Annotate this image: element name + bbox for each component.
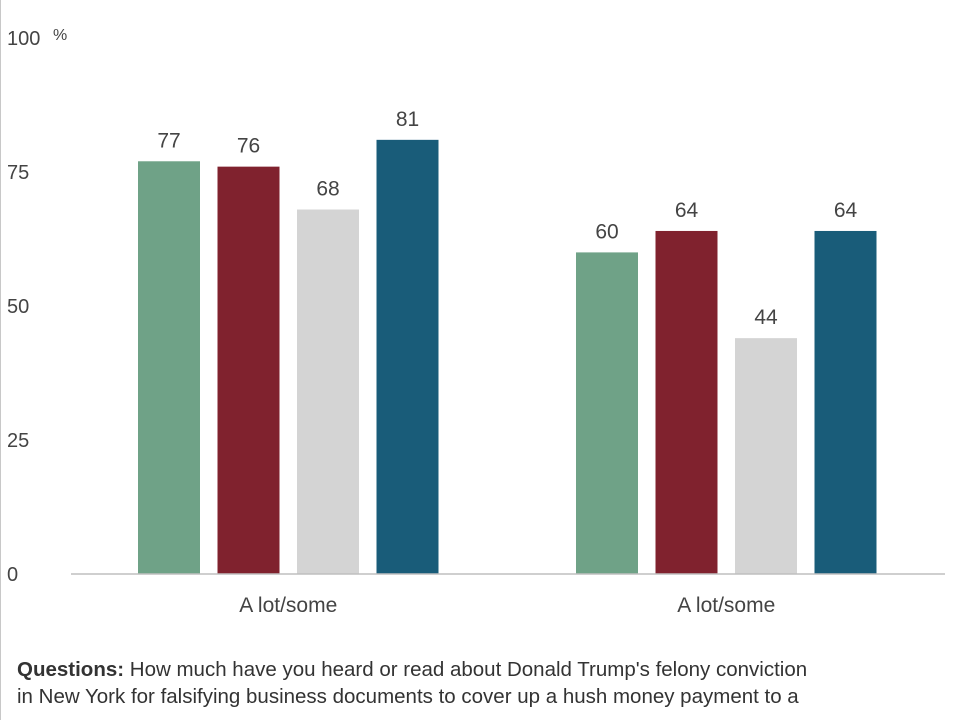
data-label: 44 — [754, 306, 778, 329]
bars — [138, 139, 877, 574]
data-label: 77 — [157, 129, 180, 152]
bar — [735, 338, 797, 574]
bar — [297, 209, 359, 574]
data-label: 68 — [316, 178, 339, 201]
bar — [814, 230, 877, 574]
y-tick-label: 100 — [7, 28, 40, 50]
data-labels: 77 60 76 64 68 44 81 64 — [157, 108, 857, 329]
x-axis: A lot/some A lot/some — [239, 594, 775, 617]
bar — [138, 161, 200, 574]
data-label: 81 — [396, 108, 419, 131]
y-tick-label: 0 — [7, 564, 18, 586]
y-tick-label: 25 — [7, 430, 29, 452]
y-axis: 0 25 50 75 100% — [7, 27, 67, 586]
note-line-2: in New York for falsifying business docu… — [17, 685, 799, 708]
data-label: 60 — [595, 220, 618, 243]
note-label: Questions: — [17, 658, 125, 681]
question-note: Questions: How much have you heard or re… — [17, 656, 967, 710]
bar — [217, 166, 280, 574]
data-label: 76 — [237, 135, 260, 158]
x-category-label: A lot/some — [239, 594, 337, 617]
data-label: 64 — [834, 199, 858, 222]
y-unit-label: % — [53, 27, 67, 44]
bar — [376, 139, 439, 574]
note-text-1: How much have you heard or read about Do… — [124, 658, 808, 681]
note-line-1: Questions: How much have you heard or re… — [17, 656, 967, 683]
bar — [655, 230, 718, 574]
x-category-label: A lot/some — [677, 594, 775, 617]
data-label: 64 — [675, 199, 699, 222]
y-tick-label: 75 — [7, 162, 29, 184]
bar — [576, 252, 638, 574]
y-tick-label: 50 — [7, 296, 29, 318]
